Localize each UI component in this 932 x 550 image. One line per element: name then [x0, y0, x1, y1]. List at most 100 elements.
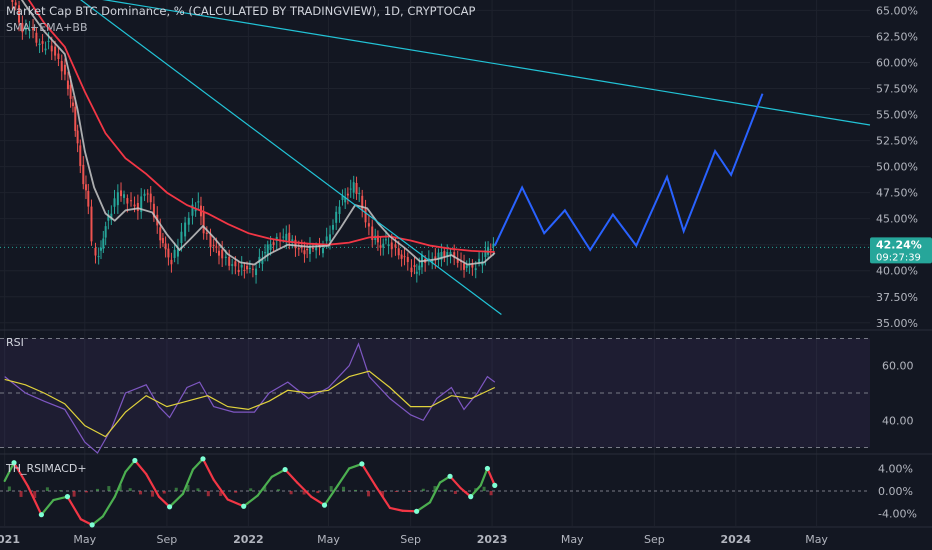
candle-body	[41, 41, 44, 44]
candle-body	[437, 252, 440, 260]
candle-body	[403, 256, 406, 258]
candle-body	[212, 244, 215, 246]
candle-body	[44, 48, 47, 51]
x-tick-label: May	[805, 533, 828, 546]
macd-line-segment	[486, 467, 496, 487]
macd-turn-dot	[64, 494, 71, 500]
candle-body	[218, 250, 221, 256]
macd-histogram-bar	[186, 484, 190, 491]
macd-histogram-bar	[72, 491, 76, 497]
candle-body	[60, 61, 63, 72]
y-tick-label: 45.00%	[876, 213, 918, 226]
candle-body	[415, 271, 418, 274]
candle-body	[431, 260, 434, 264]
candle-body	[269, 243, 272, 250]
candle-body	[303, 250, 306, 255]
candle-body	[187, 217, 190, 225]
candle-body	[364, 208, 367, 223]
candle-body	[443, 251, 446, 257]
candle-body	[306, 249, 309, 251]
candle-body	[234, 261, 237, 267]
candle-body	[146, 193, 149, 195]
candle-body	[143, 193, 146, 196]
macd-line-segment	[26, 485, 43, 516]
candle-body	[427, 258, 430, 260]
y-tick-label: 52.50%	[876, 135, 918, 148]
candle-body	[130, 200, 133, 202]
macd-line-segment	[256, 475, 273, 497]
candle-body	[406, 256, 409, 263]
indicator-label-macd: TH_RSIMACD+	[6, 462, 87, 475]
macd-histogram-bar	[421, 488, 425, 491]
candle-body	[79, 145, 82, 167]
y-tick-label: 40.00%	[876, 265, 918, 278]
chart-title: Market Cap BTC Dominance, % (CALCULATED …	[6, 4, 476, 18]
macd-line-segment	[374, 484, 392, 510]
candle-body	[361, 195, 364, 211]
candle-body	[240, 264, 243, 268]
macd-line-segment	[310, 495, 326, 507]
candle-body	[456, 258, 459, 263]
candle-body	[126, 198, 129, 204]
candle-body	[136, 202, 139, 211]
candle-body	[228, 256, 231, 266]
macd-histogram-bar	[263, 486, 267, 491]
macd-histogram-bar	[58, 490, 62, 492]
candle-body	[355, 183, 358, 194]
candle-body	[341, 195, 344, 200]
candle-body	[161, 238, 164, 244]
macd-line-segment	[284, 468, 299, 484]
candle-body	[102, 238, 105, 249]
candle-body	[285, 233, 288, 241]
macd-histogram-bar	[174, 487, 178, 491]
candle-body	[288, 232, 291, 243]
candle-body	[14, 2, 17, 6]
x-tick-label: May	[73, 533, 96, 546]
macd-turn-dot	[89, 522, 95, 528]
candle-body	[209, 234, 212, 248]
candle-body	[410, 267, 413, 273]
x-tick-label: Sep	[644, 533, 665, 546]
candle-body	[251, 268, 254, 270]
x-tick-label: Sep	[157, 533, 178, 546]
candle-body	[116, 192, 119, 206]
candle-body	[99, 247, 102, 251]
macd-line-segment	[226, 498, 245, 508]
trendline-2	[102, 0, 871, 126]
macd-turn-dot	[468, 494, 474, 500]
candle-body	[255, 268, 258, 276]
candle-body	[84, 184, 87, 191]
price-badge-value: 42.24%	[876, 238, 922, 251]
macd-line-segment	[428, 481, 442, 504]
y-tick-label: 65.00%	[876, 4, 918, 17]
candle-body	[21, 23, 24, 33]
candle-body	[57, 53, 60, 59]
candle-body	[133, 204, 136, 207]
macd-histogram-bar	[118, 484, 122, 491]
candle-body	[382, 243, 385, 248]
candle-body	[197, 201, 200, 203]
candle-body	[413, 265, 416, 267]
macd-histogram-bar	[394, 491, 398, 492]
macd-line-segment	[360, 462, 377, 487]
y-tick-label: 37.50%	[876, 291, 918, 304]
candle-body	[376, 235, 379, 243]
x-tick-label: Sep	[400, 533, 421, 546]
macd-line-segment	[479, 467, 489, 487]
candle-body	[246, 265, 249, 270]
candle-body	[32, 27, 35, 31]
candle-body	[463, 263, 466, 270]
candle-body	[261, 259, 264, 264]
macd-histogram-bar	[408, 491, 412, 492]
candle-body	[344, 197, 347, 203]
candle-body	[484, 250, 487, 257]
candle-body	[367, 223, 370, 227]
candle-body	[387, 244, 390, 247]
macd-turn-dot	[414, 508, 420, 514]
ema-line	[27, 0, 495, 253]
macd-turn-dot	[241, 503, 247, 509]
macd-turn-dot	[200, 456, 206, 462]
macd-line-segment	[113, 470, 127, 498]
candle-body	[332, 225, 335, 230]
